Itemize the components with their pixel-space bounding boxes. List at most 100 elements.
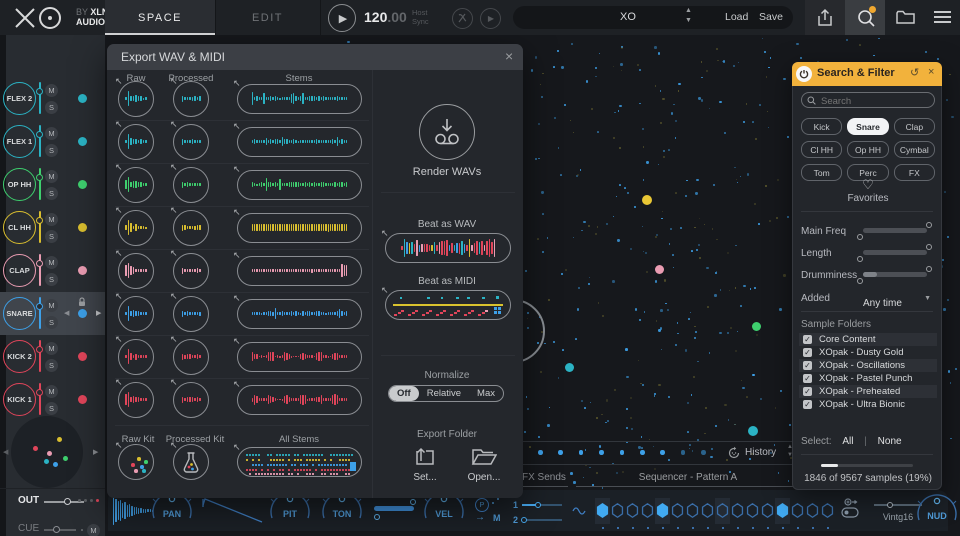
history-step-dot[interactable] — [701, 450, 706, 455]
folder-row[interactable]: ✓ XOpak - Preheated — [799, 385, 937, 398]
stem-export[interactable] — [237, 384, 362, 415]
sequencer-step-16[interactable] — [821, 503, 834, 518]
filter-slider-main-freq[interactable] — [863, 228, 927, 233]
cue-mute-button[interactable]: M — [87, 524, 100, 536]
sequencer-step-11[interactable] — [746, 503, 759, 518]
sequencer-step-1[interactable] — [596, 503, 609, 518]
history-step-dot[interactable] — [558, 450, 563, 455]
sequencer-step-8[interactable] — [701, 503, 714, 518]
normalize-option-relative[interactable]: Relative — [426, 388, 462, 399]
sequencer-step-6[interactable] — [671, 503, 684, 518]
folder-row[interactable]: ✓ XOpak - Pastel Punch — [799, 372, 937, 385]
sequencer-step-7[interactable] — [686, 503, 699, 518]
highlighted-sample[interactable] — [751, 321, 761, 331]
processed-export[interactable] — [173, 166, 209, 203]
channel-volume-knob[interactable] — [36, 260, 43, 267]
mute-button[interactable]: M — [45, 170, 58, 183]
mute-button[interactable]: M — [45, 256, 58, 269]
solo-button[interactable]: S — [45, 101, 58, 114]
raw-export[interactable] — [118, 123, 154, 160]
open-folder-label[interactable]: Open... — [467, 472, 501, 483]
send1-slider[interactable] — [522, 504, 562, 506]
browser-tab[interactable] — [885, 0, 925, 35]
sequencer-step-10[interactable] — [731, 503, 744, 518]
raw-export[interactable] — [118, 295, 154, 332]
solo-button[interactable]: S — [45, 316, 58, 329]
search-tab[interactable] — [845, 0, 885, 35]
highlighted-sample[interactable] — [654, 264, 664, 274]
folder-checkbox[interactable]: ✓ — [803, 374, 812, 383]
cue-knob[interactable] — [53, 526, 60, 533]
channel-volume-slider[interactable] — [39, 383, 41, 415]
highlighted-sample[interactable] — [564, 362, 574, 372]
tone-slider-handle-lo[interactable] — [374, 514, 380, 520]
all-stems-export[interactable] — [237, 447, 362, 477]
preset-down-icon[interactable]: ▼ — [685, 17, 692, 24]
sample-waveform-icon[interactable] — [113, 494, 154, 527]
channel-volume-knob[interactable] — [36, 217, 43, 224]
history-icon[interactable] — [727, 446, 741, 460]
folder-row[interactable]: ✓ XOpak - Dusty Gold — [799, 346, 937, 359]
next-sample-icon[interactable]: ▶ — [96, 310, 102, 317]
solo-button[interactable]: S — [45, 187, 58, 200]
mute-button[interactable]: M — [45, 84, 58, 97]
channel-volume-knob[interactable] — [36, 389, 43, 396]
stem-export[interactable] — [237, 255, 362, 286]
channel-volume-slider[interactable] — [39, 254, 41, 286]
channel-volume-knob[interactable] — [36, 174, 43, 181]
category-clap[interactable]: Clap — [893, 118, 935, 135]
history-label[interactable]: History — [745, 447, 777, 458]
mute-button[interactable]: M — [493, 513, 501, 523]
processed-export[interactable] — [173, 252, 209, 289]
normalize-option-max[interactable]: Max — [477, 388, 495, 399]
channel-select-button[interactable]: OP HH — [3, 168, 36, 201]
filter-power-button[interactable] — [796, 66, 812, 82]
category-tom[interactable]: Tom — [801, 164, 843, 181]
history-step-dot[interactable] — [538, 450, 543, 455]
stem-export[interactable] — [237, 126, 362, 157]
mute-button[interactable]: M — [45, 299, 58, 312]
category-kick[interactable]: Kick — [801, 118, 843, 135]
history-up-icon[interactable]: ▲ — [787, 444, 793, 450]
swing-wave-icon[interactable] — [572, 506, 590, 516]
sequencer-step-15[interactable] — [806, 503, 819, 518]
select-none-button[interactable]: None — [877, 436, 902, 447]
beat-as-midi-export[interactable] — [385, 290, 511, 320]
channel-volume-slider[interactable] — [39, 340, 41, 372]
category-perc[interactable]: Perc — [847, 164, 889, 181]
tone-slider-handle-hi[interactable] — [410, 499, 416, 505]
panel-close-icon[interactable]: × — [928, 66, 935, 78]
sequencer-step-3[interactable] — [626, 503, 639, 518]
stem-export[interactable] — [237, 212, 362, 243]
channel-row-cl-hh[interactable]: CL HH M S — [0, 206, 105, 249]
sequencer-step-2[interactable] — [611, 503, 624, 518]
raw-export[interactable] — [118, 166, 154, 203]
category-cl-hh[interactable]: Cl HH — [801, 141, 843, 158]
channel-row-snare[interactable]: SNARE M S ◀ ▶ — [0, 292, 105, 335]
sequencer-step-12[interactable] — [761, 503, 774, 518]
channel-select-button[interactable]: KICK 1 — [3, 383, 36, 416]
solo-button[interactable]: S — [45, 144, 58, 157]
folder-checkbox[interactable]: ✓ — [803, 335, 812, 344]
vintage-slider[interactable] — [874, 504, 922, 506]
history-down-icon[interactable]: ▼ — [787, 452, 793, 458]
raw-export[interactable] — [118, 80, 154, 117]
highlighted-sample[interactable] — [642, 195, 652, 205]
choke-p-icon[interactable]: P — [475, 498, 489, 512]
fx-sends-label[interactable]: FX Sends — [522, 472, 566, 483]
menu-button[interactable] — [925, 0, 960, 35]
channel-volume-knob[interactable] — [36, 303, 43, 310]
channel-select-button[interactable]: CLAP — [3, 254, 36, 287]
mute-button[interactable]: M — [45, 342, 58, 355]
stem-export[interactable] — [237, 83, 362, 114]
tab-space[interactable]: SPACE — [105, 0, 215, 35]
history-step-dot[interactable] — [599, 450, 604, 455]
folder-row[interactable]: ✓ XOpak - Oscillations — [799, 359, 937, 372]
filter-slider-drumminess[interactable] — [863, 272, 927, 277]
category-op-hh[interactable]: Op HH — [847, 141, 889, 158]
select-all-button[interactable]: All — [842, 436, 854, 447]
sequencer-step-4[interactable] — [641, 503, 654, 518]
